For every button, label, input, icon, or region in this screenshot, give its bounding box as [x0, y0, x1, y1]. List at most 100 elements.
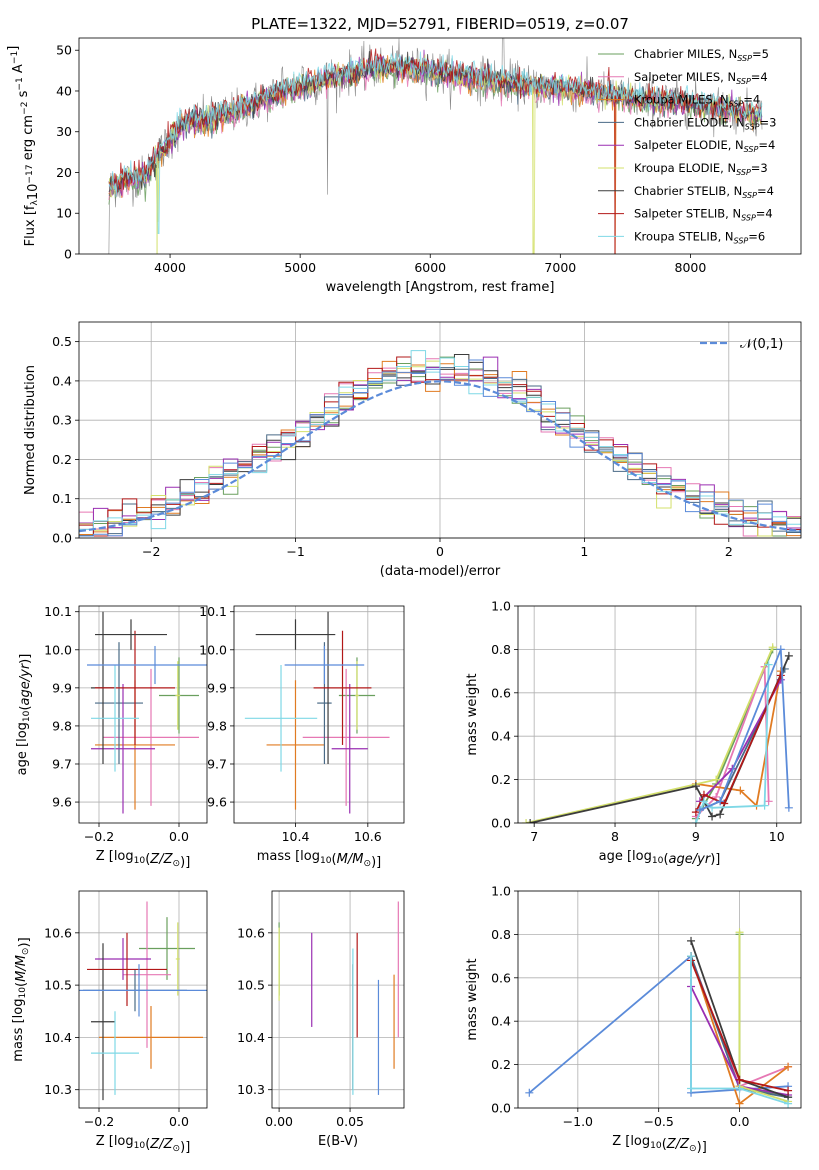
legend-label: Kroupa MILES, NSSP=4	[634, 93, 760, 109]
weight-marker	[784, 803, 793, 812]
grid	[79, 891, 207, 1108]
legend-nssp: =3	[751, 161, 768, 175]
y-tick-label: 10.5	[237, 978, 265, 993]
x-tick-label: −0.2	[84, 829, 114, 844]
x-tick-label: 7000	[544, 260, 576, 275]
y-tick-label: 10.3	[237, 1082, 265, 1097]
y-tick-label: 1.0	[491, 884, 511, 899]
weight-marker	[736, 786, 745, 795]
x-axis-label: Z [log10(Z/Z⊙)]	[96, 1134, 191, 1155]
legend-label: 𝒩(0,1)	[740, 337, 783, 352]
weight-marker	[691, 808, 700, 817]
y-tick-label: 0.4	[491, 729, 511, 744]
grid	[272, 891, 404, 1108]
x-axis-label: (data-model)/error	[380, 564, 501, 579]
weight-marker	[735, 1084, 744, 1093]
legend-series-name: Kroupa ELODIE, N	[634, 161, 736, 175]
grid	[234, 606, 404, 823]
x-tick-label: 0.0	[169, 829, 189, 844]
weight-marker	[776, 671, 785, 680]
axes-frame	[517, 890, 802, 1109]
weight-marker	[695, 805, 704, 814]
figure-title: PLATE=1322, MJD=52791, FIBERID=0519, z=0…	[251, 15, 629, 33]
x-axis-label: mass [log10(M/M⊙)]	[257, 849, 381, 870]
x-tick-label: 4000	[154, 260, 186, 275]
weight-marker	[525, 1088, 534, 1097]
plot-area	[87, 611, 207, 814]
y-tick-label: 0.4	[491, 1014, 511, 1029]
plot-area	[522, 643, 793, 823]
x-tick-label: 9	[692, 829, 700, 844]
legend-series-name: Chabrier MILES, N	[634, 47, 737, 61]
weight-marker	[764, 660, 773, 669]
weight-marker	[687, 936, 696, 945]
panel-Z-age: −0.2 0.0 9.6 9.7 9.8 9.9 10.0 10.1 Z [log10(Z/Z⊙…	[15, 604, 208, 870]
legend: 𝒩(0,1)	[700, 337, 783, 352]
legend-series-name: Salpeter ELODIE, N	[634, 138, 744, 152]
model-spectrum-line	[108, 51, 763, 235]
y-tick-label: 0.8	[491, 642, 511, 657]
axes-frame	[517, 605, 802, 824]
x-tick-label: −2	[142, 544, 160, 559]
weight-marker	[708, 812, 717, 821]
weight-marker	[735, 928, 744, 937]
x-tick-label: 8	[611, 829, 619, 844]
axes-frame	[78, 890, 208, 1109]
x-tick-label: 6000	[414, 260, 446, 275]
panel-Z-weight: −1.0 −0.5 0.0 0.0 0.2 0.4 0.6 0.8 1.0 Z [log10(Z/…	[465, 884, 802, 1155]
plot-area	[244, 611, 390, 814]
y-tick-label: 9.8	[52, 718, 72, 733]
plot-area	[79, 901, 207, 1101]
y-tick-label: 10.6	[237, 925, 265, 940]
legend-nssp: =4	[743, 93, 760, 107]
y-tick-label: 0.4	[52, 373, 72, 388]
panel-age-weight: 7 8 9 10 0.0 0.2 0.4 0.6 0.8 1.0 age [log10(age/yr…	[465, 599, 802, 867]
x-tick-label: 1	[580, 544, 588, 559]
weight-series-line	[690, 956, 789, 1105]
panel-spectrum: 4000 5000 6000 7000 8000 0 10 20 30 40 50 wavelengt…	[6, 37, 802, 295]
y-tick-label: 0.8	[491, 927, 511, 942]
legend-nssp: =3	[760, 115, 777, 129]
y-axis-label: mass weight	[465, 673, 480, 755]
legend-series-name: Chabrier STELIB, N	[634, 184, 742, 198]
normal-reference-curve	[79, 380, 801, 533]
axes-frame	[233, 605, 405, 824]
x-tick-label: 10	[769, 829, 785, 844]
y-tick-label: 9.7	[52, 756, 72, 771]
y-tick-label: 0.0	[491, 816, 511, 831]
legend-nssp: =4	[756, 207, 773, 221]
weight-series-line	[695, 675, 782, 813]
x-axis-label: age [log10(age/yr)]	[599, 849, 721, 867]
legend-series-name: Salpeter MILES, N	[634, 70, 736, 84]
y-tick-label: 10.5	[44, 978, 72, 993]
y-tick-label: 0	[64, 247, 72, 262]
y-axis-label: mass weight	[465, 958, 480, 1040]
x-tick-label: 0.0	[169, 1114, 189, 1129]
y-tick-label: 10.0	[44, 642, 72, 657]
x-tick-label: −1	[286, 544, 304, 559]
plot-area	[79, 350, 801, 538]
y-tick-label: 0.6	[491, 970, 511, 985]
weight-marker	[716, 810, 725, 819]
legend-label: Salpeter ELODIE, NSSP=4	[634, 138, 775, 154]
y-tick-label: 50	[56, 43, 72, 58]
plot-area	[108, 38, 763, 254]
weight-marker	[784, 1062, 793, 1071]
y-tick-label: 10.0	[199, 642, 227, 657]
y-tick-label: 0.2	[491, 772, 511, 787]
y-tick-label: 10.4	[237, 1030, 265, 1045]
weight-marker	[691, 819, 700, 823]
y-tick-label: 10.3	[44, 1082, 72, 1097]
weight-marker	[716, 797, 725, 806]
x-tick-label: 0	[436, 544, 444, 559]
weight-marker	[687, 1084, 696, 1093]
weight-marker	[764, 797, 773, 806]
plot-area	[278, 901, 399, 1095]
y-tick-label: 9.9	[52, 680, 72, 695]
x-tick-label: 0.0	[730, 1114, 750, 1129]
weight-marker	[691, 782, 700, 791]
y-tick-label: 10.1	[199, 604, 227, 619]
residual-histogram	[79, 359, 801, 538]
